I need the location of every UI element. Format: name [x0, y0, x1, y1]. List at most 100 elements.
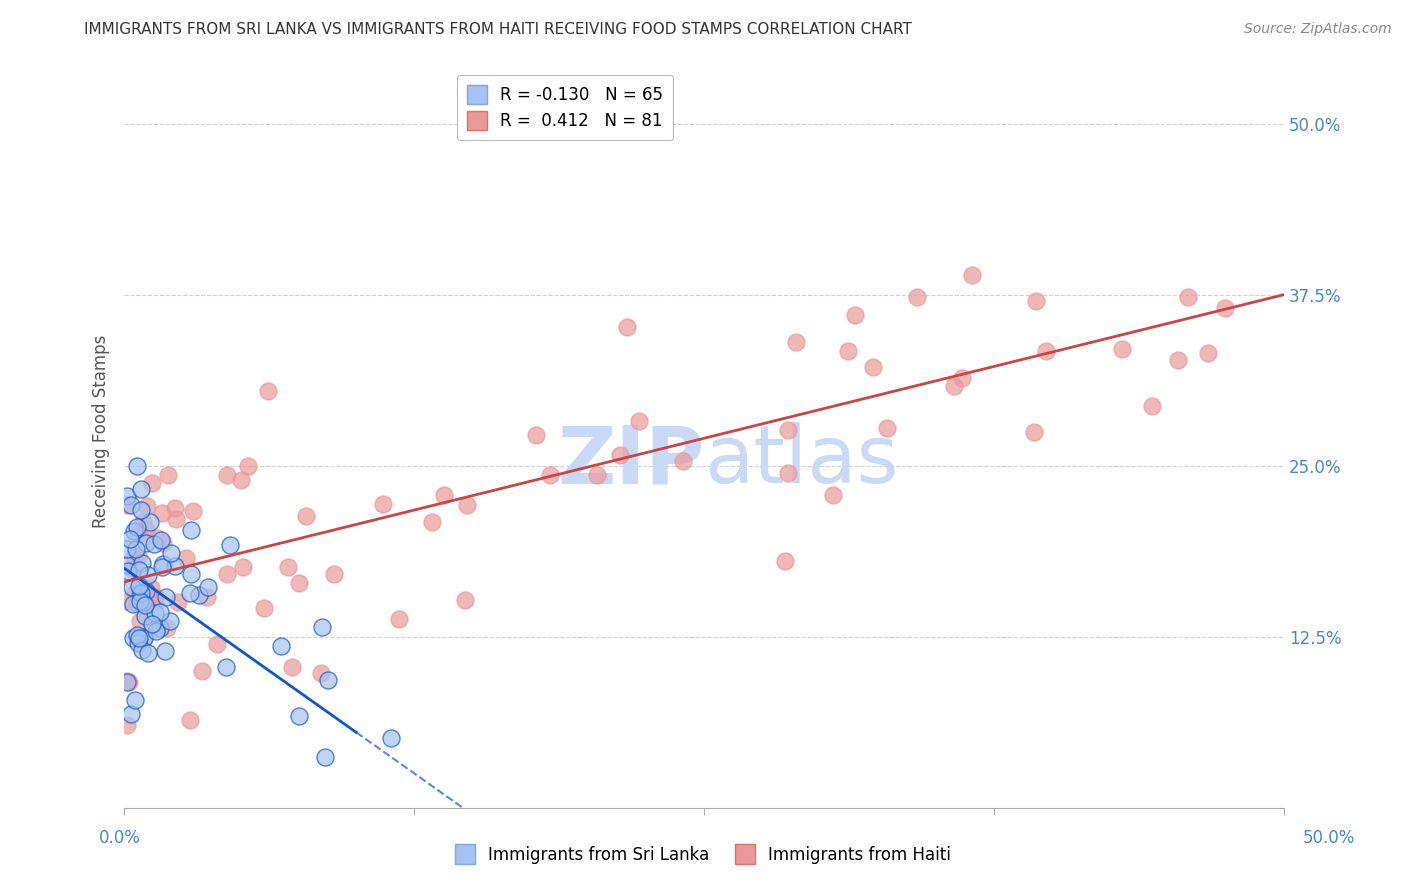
Text: ZIP: ZIP: [557, 423, 704, 500]
Point: [118, 532, 141, 546]
Point: [215, 660, 238, 674]
Point: [844, 308, 866, 322]
Point: [115, 718, 138, 732]
Legend: R = -0.130   N = 65, R =  0.412   N = 81: R = -0.130 N = 65, R = 0.412 N = 81: [457, 75, 673, 140]
Point: [132, 632, 155, 646]
Point: [318, 673, 340, 687]
Point: [135, 535, 157, 549]
Point: [181, 504, 204, 518]
Point: [166, 595, 188, 609]
Point: [124, 585, 146, 599]
Point: [149, 605, 172, 619]
Point: [129, 483, 152, 497]
Point: [124, 693, 146, 707]
Point: [454, 593, 477, 607]
Point: [776, 467, 799, 481]
Point: [128, 526, 150, 541]
Point: [775, 554, 797, 568]
Point: [1197, 346, 1219, 360]
Point: [153, 644, 176, 658]
Point: [960, 268, 983, 282]
Point: [236, 458, 259, 473]
Point: [139, 516, 162, 530]
Point: [122, 632, 145, 646]
Point: [129, 614, 152, 628]
Point: [205, 637, 228, 651]
Point: [277, 560, 299, 574]
Point: [388, 612, 411, 626]
Point: [120, 706, 142, 721]
Point: [187, 588, 209, 602]
Point: [128, 632, 150, 646]
Point: [180, 523, 202, 537]
Point: [132, 595, 155, 609]
Text: IMMIGRANTS FROM SRI LANKA VS IMMIGRANTS FROM HAITI RECEIVING FOOD STAMPS CORRELA: IMMIGRANTS FROM SRI LANKA VS IMMIGRANTS …: [84, 22, 912, 37]
Point: [122, 561, 145, 575]
Point: [155, 590, 177, 604]
Point: [117, 564, 139, 578]
Point: [145, 624, 167, 638]
Point: [616, 319, 638, 334]
Point: [433, 488, 456, 502]
Point: [135, 522, 157, 536]
Point: [905, 290, 928, 304]
Point: [159, 615, 181, 629]
Point: [309, 665, 332, 680]
Point: [149, 533, 172, 547]
Point: [127, 549, 149, 563]
Point: [609, 448, 631, 462]
Text: atlas: atlas: [704, 423, 898, 500]
Point: [837, 344, 859, 359]
Point: [950, 371, 973, 385]
Point: [538, 467, 561, 482]
Point: [1177, 290, 1199, 304]
Point: [281, 660, 304, 674]
Point: [586, 467, 609, 482]
Y-axis label: Receiving Food Stamps: Receiving Food Stamps: [93, 334, 110, 528]
Point: [131, 585, 153, 599]
Point: [295, 509, 318, 524]
Point: [232, 560, 254, 574]
Point: [179, 713, 201, 727]
Point: [219, 538, 242, 552]
Point: [115, 673, 138, 688]
Point: [311, 620, 333, 634]
Point: [136, 567, 159, 582]
Point: [229, 473, 252, 487]
Point: [115, 489, 138, 503]
Point: [141, 616, 163, 631]
Point: [179, 586, 201, 600]
Point: [270, 639, 292, 653]
Point: [628, 414, 651, 428]
Point: [127, 458, 149, 473]
Point: [132, 515, 155, 529]
Point: [129, 587, 152, 601]
Point: [149, 622, 172, 636]
Point: [160, 546, 183, 560]
Point: [180, 567, 202, 582]
Point: [524, 428, 547, 442]
Point: [145, 594, 167, 608]
Point: [1213, 301, 1236, 315]
Point: [288, 576, 311, 591]
Point: [156, 621, 179, 635]
Point: [115, 498, 138, 512]
Point: [195, 591, 218, 605]
Point: [157, 467, 180, 482]
Point: [1167, 353, 1189, 368]
Point: [163, 559, 186, 574]
Point: [139, 581, 162, 595]
Point: [256, 384, 278, 398]
Point: [121, 580, 143, 594]
Point: [380, 731, 402, 746]
Point: [785, 335, 807, 350]
Point: [143, 590, 166, 604]
Point: [152, 557, 174, 571]
Point: [165, 512, 187, 526]
Point: [1035, 343, 1057, 358]
Point: [215, 566, 238, 581]
Point: [322, 567, 344, 582]
Point: [150, 506, 173, 520]
Point: [176, 550, 198, 565]
Point: [823, 487, 845, 501]
